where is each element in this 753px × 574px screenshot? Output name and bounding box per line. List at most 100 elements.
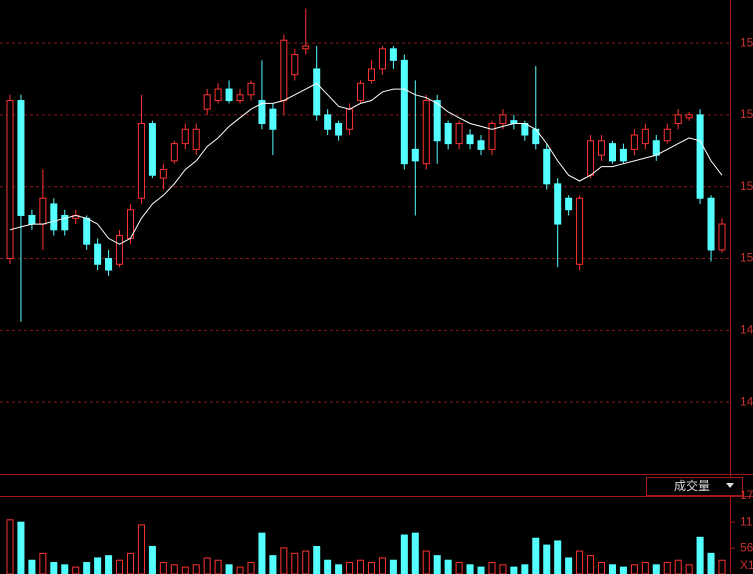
candle-body — [94, 243, 102, 265]
candle-body — [619, 148, 627, 162]
volume-bar — [389, 559, 397, 574]
candle-body — [236, 94, 244, 102]
candle-body — [411, 148, 419, 162]
candle-body — [269, 108, 277, 130]
candle-body — [521, 123, 529, 136]
candle-body — [324, 114, 332, 130]
candle-body — [554, 183, 562, 225]
candle-body — [116, 235, 124, 265]
volume-bar — [94, 557, 102, 574]
candle-body — [17, 100, 25, 216]
candle-body — [39, 197, 47, 225]
volume-bar — [346, 562, 354, 574]
volume-bar — [181, 566, 189, 574]
candle-body — [597, 140, 606, 156]
dropdown-arrow[interactable] — [726, 483, 734, 488]
volume-bar — [313, 545, 321, 574]
candle-body — [313, 68, 321, 116]
y-tick-label: 15 — [740, 107, 753, 121]
volume-bar — [619, 566, 627, 574]
candle-body — [718, 223, 726, 251]
volume-bar — [422, 550, 430, 574]
volume-bar — [291, 552, 299, 574]
volume-bar — [576, 550, 584, 574]
volume-bar — [565, 557, 573, 574]
candle-body — [148, 123, 156, 176]
volume-bar — [302, 550, 310, 574]
volume-bar — [105, 555, 113, 574]
volume-bar — [214, 559, 222, 574]
volume-bar — [477, 566, 485, 574]
volume-bar — [280, 547, 288, 574]
candle-body — [291, 54, 299, 76]
volume-bar — [433, 555, 441, 574]
indicator-name[interactable]: 成交量 — [674, 478, 710, 493]
candle-body — [225, 88, 233, 102]
candle-body — [302, 45, 310, 50]
candle-body — [258, 100, 266, 125]
candle-body — [280, 39, 288, 102]
volume-bar — [587, 555, 595, 574]
candle-body — [433, 100, 441, 142]
candle-body — [159, 168, 167, 179]
volume-bar — [411, 532, 419, 574]
volume-bar — [203, 557, 211, 574]
candle-body — [674, 114, 682, 125]
volume-bar — [532, 537, 540, 574]
candle-body — [477, 140, 485, 150]
volume-bar — [258, 532, 266, 574]
volume-bar — [641, 562, 649, 574]
y-tick-label: 14 — [740, 394, 753, 408]
volume-bar — [225, 564, 233, 574]
y-tick-label: 14 — [740, 323, 753, 337]
volume-bar — [159, 562, 167, 574]
volume-bar — [378, 557, 386, 574]
candle-body — [543, 148, 551, 185]
volume-bar — [488, 562, 496, 574]
volume-bar — [466, 564, 474, 574]
candle-body — [608, 143, 616, 162]
volume-bar — [510, 566, 518, 574]
y-tick-label: 11 — [740, 514, 753, 528]
y-tick-label: 56 — [740, 540, 753, 554]
volume-bar — [521, 564, 529, 574]
volume-bar — [652, 564, 660, 574]
unit-label: X1 — [740, 558, 753, 572]
candle-body — [28, 214, 36, 225]
candle-body — [203, 94, 211, 110]
volume-bar — [324, 559, 332, 574]
volume-bar — [674, 559, 682, 574]
volume-bar — [17, 521, 25, 574]
volume-bar — [192, 564, 200, 574]
candle-body — [707, 197, 715, 251]
y-tick-label: 15 — [740, 179, 753, 193]
candle-body — [357, 82, 365, 102]
y-tick-label: 15 — [740, 251, 753, 265]
volume-bar — [357, 559, 365, 574]
volume-bar — [554, 540, 562, 574]
volume-bar — [72, 566, 80, 574]
volume-bar — [28, 559, 36, 574]
candle-body — [83, 217, 91, 245]
candle-body — [444, 123, 452, 145]
volume-bar — [126, 552, 135, 574]
candle-body — [367, 68, 375, 81]
candle-body — [685, 114, 693, 119]
candle-body — [61, 214, 69, 231]
volume-bar — [236, 566, 244, 574]
volume-bar — [83, 562, 91, 574]
volume-bar — [444, 559, 452, 574]
y-tick-label: 17 — [740, 488, 753, 502]
volume-bar — [39, 552, 47, 574]
candle-body — [422, 100, 430, 165]
candle-body — [576, 197, 584, 265]
indicator-selector[interactable] — [646, 477, 743, 496]
volume-bar — [269, 555, 277, 574]
candle-body — [466, 134, 474, 145]
candle-body — [389, 48, 397, 61]
volume-bar — [630, 564, 638, 574]
volume-bar — [6, 519, 14, 574]
candle-body — [663, 128, 671, 142]
candle-body — [247, 82, 255, 96]
